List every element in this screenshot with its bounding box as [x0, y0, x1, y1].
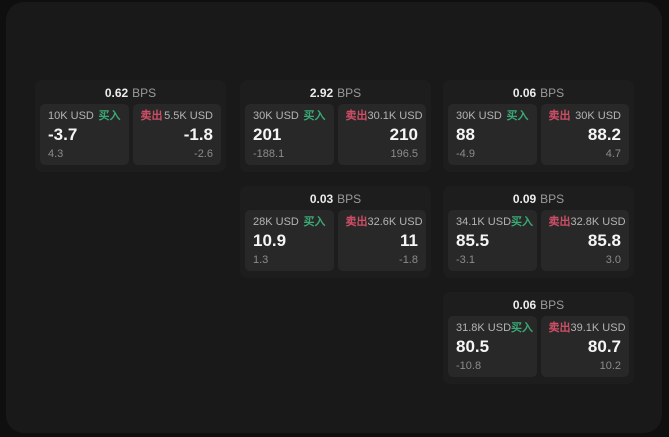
quote-panels: 30K USD 买入 88 -4.9 卖出 30K USD 88.2 4.7 [448, 104, 629, 165]
buy-size: 30K USD [456, 110, 502, 122]
sell-secondary-value: 3.0 [605, 254, 621, 266]
quote-panels: 30K USD 买入 201 -188.1 卖出 30.1K USD 210 1… [245, 104, 426, 165]
spread-unit: BPS [337, 86, 362, 100]
buy-panel[interactable]: 34.1K USD 买入 85.5 -3.1 [448, 210, 537, 271]
quote-panels: 31.8K USD 买入 80.5 -10.8 卖出 39.1K USD 80.… [448, 316, 629, 377]
buy-panel[interactable]: 30K USD 买入 201 -188.1 [245, 104, 334, 165]
buy-panel[interactable]: 31.8K USD 买入 80.5 -10.8 [448, 316, 537, 377]
buy-size: 34.1K USD [456, 216, 512, 228]
sell-panel[interactable]: 卖出 30K USD 88.2 4.7 [540, 104, 629, 165]
sell-secondary-value: 196.5 [390, 148, 418, 160]
sell-size: 32.6K USD [367, 216, 423, 228]
sell-label: 卖出 [548, 216, 571, 228]
spread-header: 2.92 BPS [245, 82, 426, 104]
sell-size: 5.5K USD [164, 110, 213, 122]
sell-label: 卖出 [548, 110, 571, 122]
quote-card: 0.09 BPS 34.1K USD 买入 85.5 -3.1 卖出 32.8K … [443, 186, 634, 278]
buy-panel[interactable]: 28K USD 买入 10.9 1.3 [245, 210, 334, 271]
quote-panels: 28K USD 买入 10.9 1.3 卖出 32.6K USD 11 -1.8 [245, 210, 426, 271]
sell-panel[interactable]: 卖出 32.6K USD 11 -1.8 [337, 210, 426, 271]
sell-secondary-value: 10.2 [599, 360, 621, 372]
sell-size: 30.1K USD [367, 110, 423, 122]
buy-secondary-value: -3.1 [456, 254, 475, 266]
sell-price: 88.2 [587, 125, 621, 144]
buy-price: 80.5 [456, 337, 490, 356]
quote-card: 0.06 BPS 30K USD 买入 88 -4.9 卖出 30K USD 88… [443, 80, 634, 172]
quote-panels: 10K USD 买入 -3.7 4.3 卖出 5.5K USD -1.8 -2.… [40, 104, 221, 165]
quote-panels: 34.1K USD 买入 85.5 -3.1 卖出 32.8K USD 85.8… [448, 210, 629, 271]
sell-size: 32.8K USD [570, 216, 626, 228]
spread-header: 0.06 BPS [448, 82, 629, 104]
buy-secondary-value: -188.1 [253, 148, 285, 160]
sell-panel[interactable]: 卖出 30.1K USD 210 196.5 [337, 104, 426, 165]
buy-secondary-value: 1.3 [253, 254, 269, 266]
sell-label: 卖出 [345, 216, 368, 228]
spread-unit: BPS [540, 298, 565, 312]
sell-panel[interactable]: 卖出 39.1K USD 80.7 10.2 [540, 316, 629, 377]
spread-value: 2.92 [309, 86, 334, 100]
sell-panel[interactable]: 卖出 5.5K USD -1.8 -2.6 [132, 104, 221, 165]
spread-unit: BPS [540, 192, 565, 206]
buy-size: 28K USD [253, 216, 299, 228]
buy-secondary-value: -4.9 [456, 148, 475, 160]
buy-price: -3.7 [48, 125, 78, 144]
sell-price: 11 [400, 231, 418, 250]
sell-size: 39.1K USD [570, 322, 626, 334]
buy-size: 10K USD [48, 110, 94, 122]
spread-value: 0.06 [512, 86, 537, 100]
spread-header: 0.09 BPS [448, 188, 629, 210]
buy-size: 31.8K USD [456, 322, 512, 334]
buy-secondary-value: -10.8 [456, 360, 482, 372]
spread-unit: BPS [337, 192, 362, 206]
spread-header: 0.62 BPS [40, 82, 221, 104]
buy-secondary-value: 4.3 [48, 148, 64, 160]
buy-label: 买入 [98, 110, 121, 122]
quote-card: 0.03 BPS 28K USD 买入 10.9 1.3 卖出 32.6K USD… [240, 186, 431, 278]
sell-label: 卖出 [548, 322, 571, 334]
sell-price: 210 [389, 125, 418, 144]
spread-value: 0.62 [104, 86, 129, 100]
buy-price: 88 [456, 125, 475, 144]
sell-price: -1.8 [183, 125, 213, 144]
quote-card: 2.92 BPS 30K USD 买入 201 -188.1 卖出 30.1K U… [240, 80, 431, 172]
buy-price: 10.9 [253, 231, 287, 250]
buy-price: 201 [253, 125, 282, 144]
quote-card: 0.62 BPS 10K USD 买入 -3.7 4.3 卖出 5.5K USD … [35, 80, 226, 172]
buy-label: 买入 [511, 322, 534, 334]
sell-secondary-value: -1.8 [399, 254, 418, 266]
buy-panel[interactable]: 30K USD 买入 88 -4.9 [448, 104, 537, 165]
sell-secondary-value: -2.6 [194, 148, 213, 160]
quote-card: 0.06 BPS 31.8K USD 买入 80.5 -10.8 卖出 39.1K… [443, 292, 634, 384]
buy-size: 30K USD [253, 110, 299, 122]
sell-size: 30K USD [575, 110, 621, 122]
buy-label: 买入 [506, 110, 529, 122]
buy-label: 买入 [511, 216, 534, 228]
spread-header: 0.06 BPS [448, 294, 629, 316]
sell-label: 卖出 [140, 110, 163, 122]
buy-panel[interactable]: 10K USD 买入 -3.7 4.3 [40, 104, 129, 165]
sell-panel[interactable]: 卖出 32.8K USD 85.8 3.0 [540, 210, 629, 271]
dashboard-window: 0.62 BPS 10K USD 买入 -3.7 4.3 卖出 5.5K USD … [6, 2, 662, 433]
spread-value: 0.09 [512, 192, 537, 206]
buy-price: 85.5 [456, 231, 490, 250]
sell-price: 80.7 [587, 337, 621, 356]
sell-secondary-value: 4.7 [605, 148, 621, 160]
buy-label: 买入 [303, 216, 326, 228]
sell-label: 卖出 [345, 110, 368, 122]
spread-header: 0.03 BPS [245, 188, 426, 210]
spread-value: 0.03 [309, 192, 334, 206]
sell-price: 85.8 [587, 231, 621, 250]
spread-unit: BPS [540, 86, 565, 100]
spread-value: 0.06 [512, 298, 537, 312]
buy-label: 买入 [303, 110, 326, 122]
spread-unit: BPS [132, 86, 157, 100]
